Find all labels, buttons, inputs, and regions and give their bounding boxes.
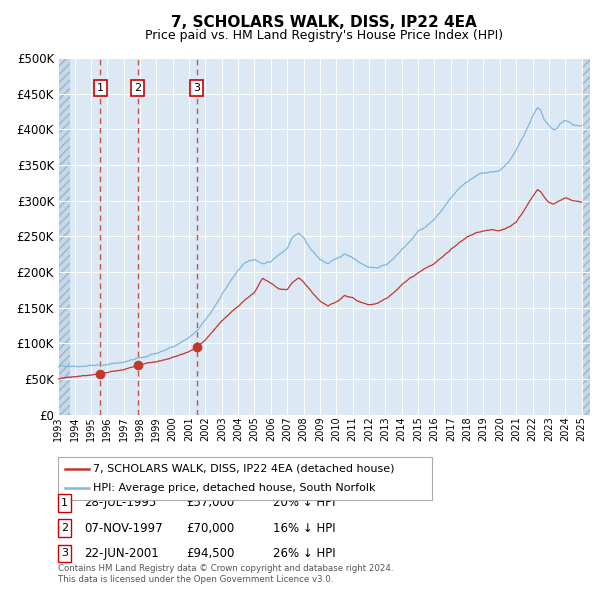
Text: £57,000: £57,000: [186, 496, 234, 509]
Text: 2: 2: [61, 523, 68, 533]
Text: This data is licensed under the Open Government Licence v3.0.: This data is licensed under the Open Gov…: [58, 575, 334, 584]
Text: 20% ↓ HPI: 20% ↓ HPI: [273, 496, 335, 509]
Text: 7, SCHOLARS WALK, DISS, IP22 4EA: 7, SCHOLARS WALK, DISS, IP22 4EA: [171, 15, 477, 30]
Text: 07-NOV-1997: 07-NOV-1997: [84, 522, 163, 535]
Text: 3: 3: [61, 549, 68, 558]
Text: £94,500: £94,500: [186, 547, 235, 560]
Bar: [581, 58, 590, 415]
Text: 7, SCHOLARS WALK, DISS, IP22 4EA (detached house): 7, SCHOLARS WALK, DISS, IP22 4EA (detach…: [93, 464, 395, 474]
Text: 3: 3: [193, 83, 200, 93]
Text: £70,000: £70,000: [186, 522, 234, 535]
Text: 28-JUL-1995: 28-JUL-1995: [84, 496, 156, 509]
Text: Price paid vs. HM Land Registry's House Price Index (HPI): Price paid vs. HM Land Registry's House …: [145, 30, 503, 42]
Text: 1: 1: [61, 498, 68, 507]
Text: 16% ↓ HPI: 16% ↓ HPI: [273, 522, 335, 535]
Text: 1: 1: [97, 83, 104, 93]
Text: 26% ↓ HPI: 26% ↓ HPI: [273, 547, 335, 560]
Bar: [58, 58, 70, 415]
Text: HPI: Average price, detached house, South Norfolk: HPI: Average price, detached house, Sout…: [93, 483, 376, 493]
Text: Contains HM Land Registry data © Crown copyright and database right 2024.: Contains HM Land Registry data © Crown c…: [58, 565, 394, 573]
Text: 22-JUN-2001: 22-JUN-2001: [84, 547, 159, 560]
Text: 2: 2: [134, 83, 141, 93]
